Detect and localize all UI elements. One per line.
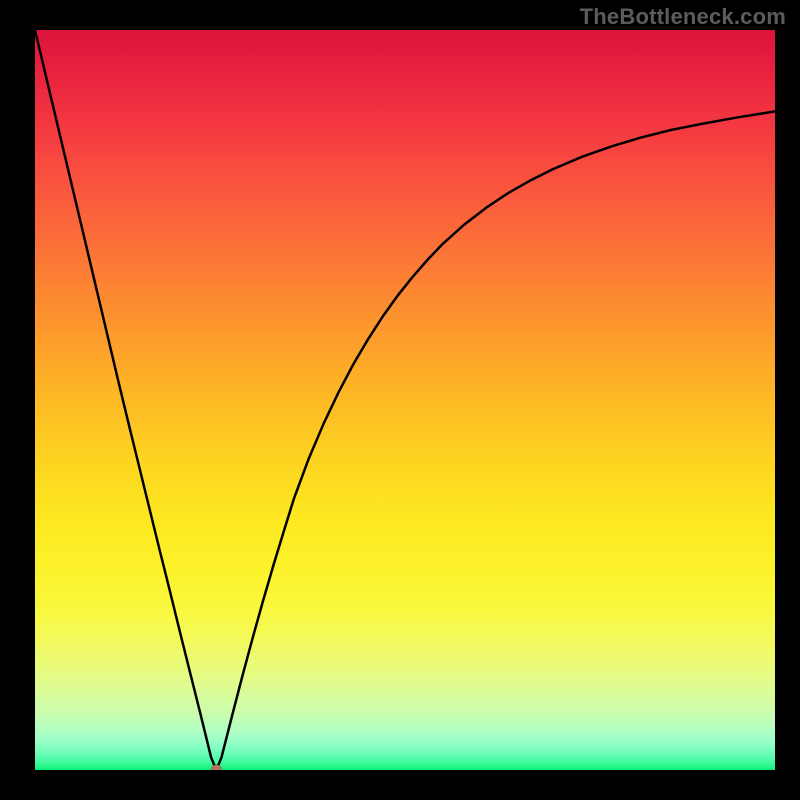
- plot-svg: [35, 30, 775, 770]
- chart-container: TheBottleneck.com: [0, 0, 800, 800]
- minimum-marker: [211, 765, 221, 770]
- watermark-text: TheBottleneck.com: [580, 4, 786, 30]
- plot-area: [35, 30, 775, 770]
- gradient-background: [35, 30, 775, 770]
